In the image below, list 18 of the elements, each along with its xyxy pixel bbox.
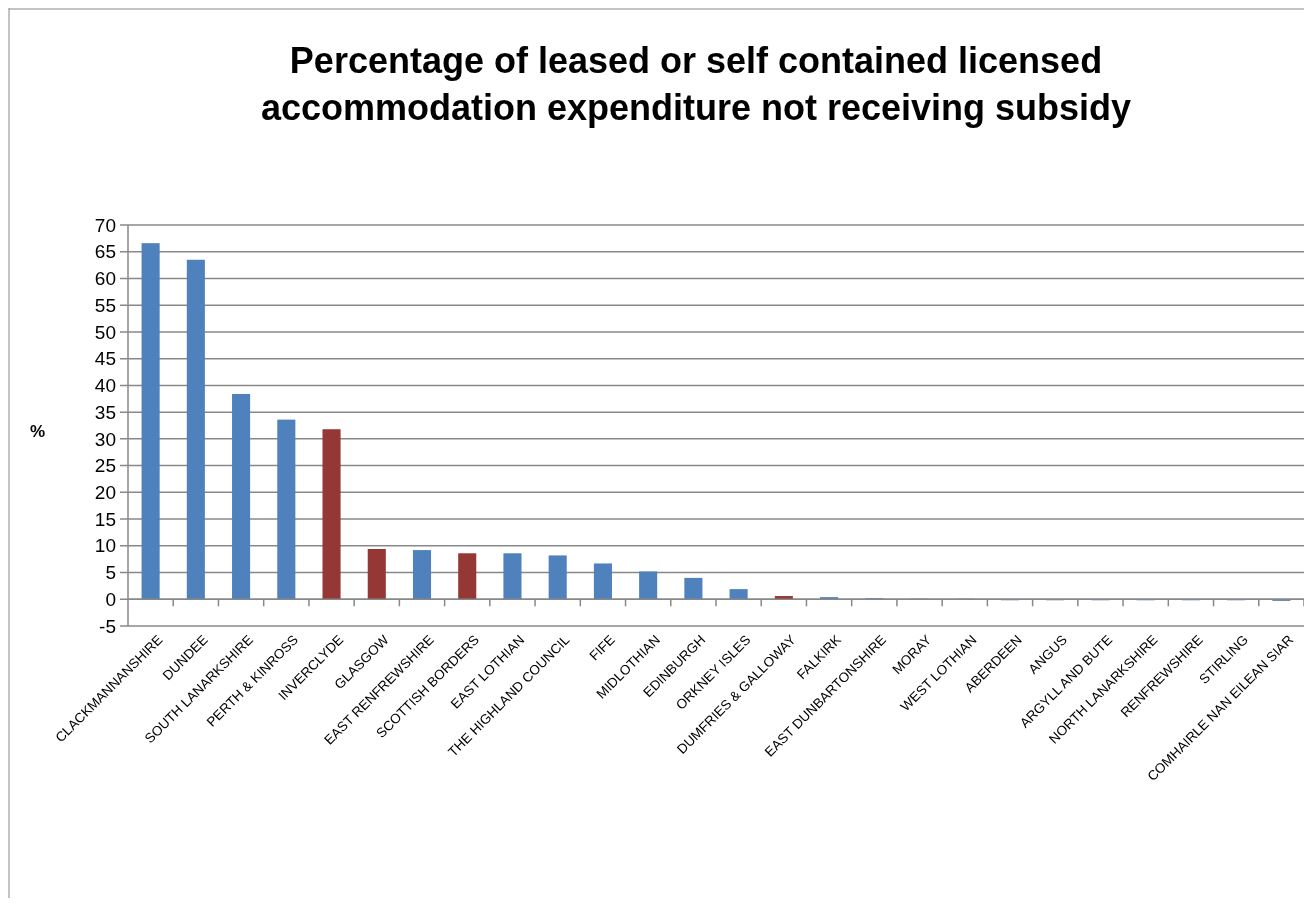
y-tick-label: 70: [94, 214, 116, 236]
y-tick-label: 20: [94, 481, 116, 503]
y-tick-label: 65: [94, 241, 116, 263]
y-tick-label: 45: [94, 348, 116, 370]
y-tick-label: 40: [94, 375, 116, 397]
y-tick-label: 5: [105, 562, 116, 584]
y-tick-label: 50: [94, 321, 116, 343]
y-axis-title: %: [30, 421, 46, 441]
chart-title: Percentage of leased or self contained licensed accommodation expenditure not receiving subsidy: [260, 40, 1132, 128]
y-tick-label: 35: [94, 401, 116, 423]
y-tick-label: 10: [94, 535, 116, 557]
y-tick-label: 60: [94, 268, 116, 290]
y-tick-label: 25: [94, 455, 116, 477]
y-tick-label: 15: [94, 508, 116, 530]
y-tick-label: -5: [99, 615, 116, 637]
y-tick-label: 30: [94, 428, 116, 450]
y-tick-label: 55: [94, 294, 116, 316]
y-tick-label: 0: [105, 588, 116, 610]
